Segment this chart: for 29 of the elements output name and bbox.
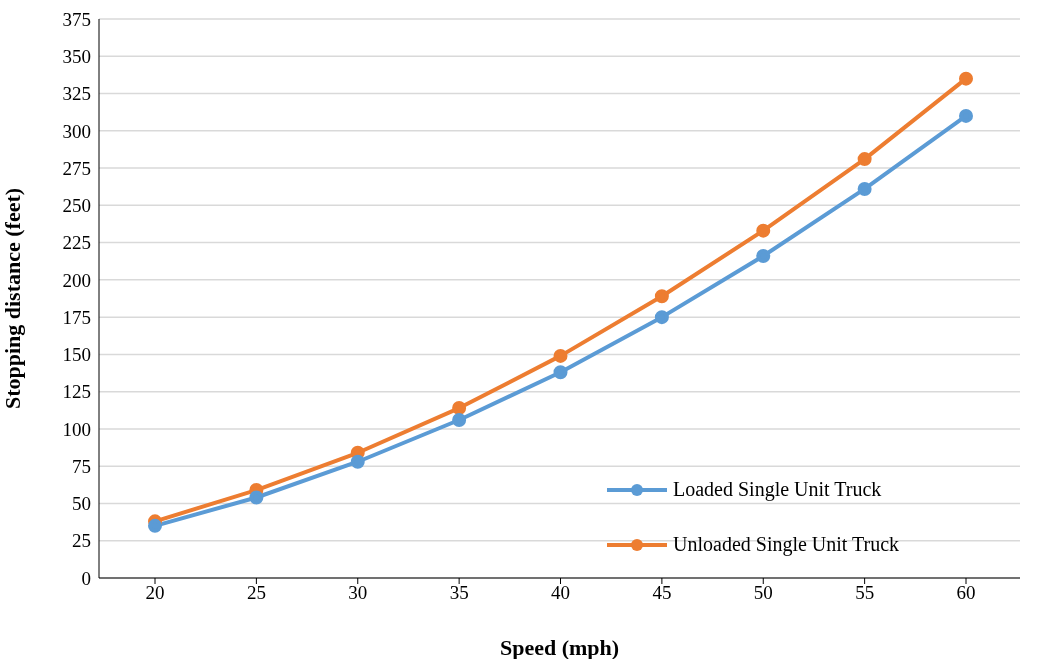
y-tick-label: 300	[62, 120, 91, 142]
y-tick-label: 250	[62, 195, 91, 217]
y-tick-label: 150	[62, 344, 91, 366]
x-tick-label: 50	[753, 582, 773, 604]
x-tick-label: 55	[855, 582, 875, 604]
x-axis-title: Speed (mph)	[499, 635, 620, 659]
y-tick-label: 125	[62, 381, 91, 403]
y-tick-label: 350	[62, 46, 91, 68]
x-tick-label: 45	[652, 582, 672, 604]
x-tick-label: 30	[348, 582, 368, 604]
y-axis-title: Stopping distance (feet)	[0, 187, 25, 410]
x-tick-label: 60	[956, 582, 976, 604]
y-tick-label: 200	[62, 269, 91, 291]
y-tick-label: 25	[72, 530, 91, 552]
legend-label: Loaded Single Unit Truck	[673, 478, 882, 501]
y-tick-label: 0	[81, 567, 91, 589]
y-tick-label: 325	[62, 83, 91, 105]
y-tick-label: 275	[62, 157, 91, 179]
y-tick-label: 225	[62, 232, 91, 254]
y-tick-label: 175	[62, 306, 91, 328]
x-tick-label: 25	[246, 582, 266, 604]
x-tick-label: 40	[551, 582, 570, 604]
x-tick-label: 20	[145, 582, 165, 604]
y-tick-label: 100	[62, 418, 91, 440]
y-tick-label: 50	[72, 493, 91, 515]
x-tick-label: 35	[449, 582, 469, 604]
legend-label: Unloaded Single Unit Truck	[673, 533, 900, 556]
y-tick-label: 375	[62, 8, 91, 30]
y-tick-label: 75	[72, 455, 91, 477]
